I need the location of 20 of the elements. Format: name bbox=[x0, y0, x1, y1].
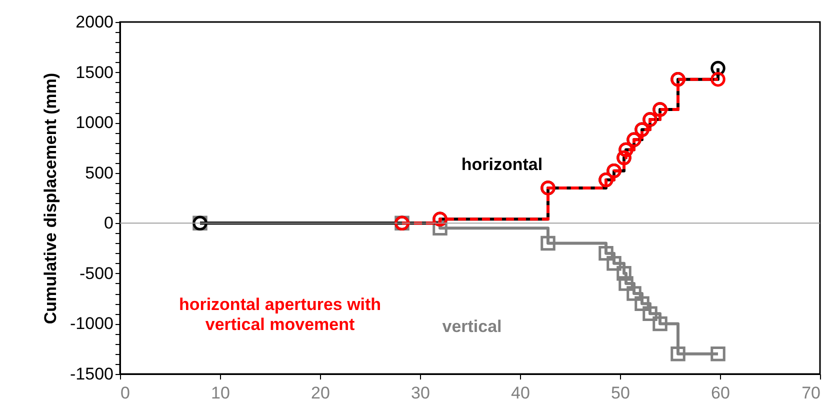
x-tick-label: 10 bbox=[211, 384, 230, 402]
x-tick-label: 40 bbox=[511, 384, 530, 402]
x-tick-label: 50 bbox=[611, 384, 630, 402]
y-tick-label: -500 bbox=[79, 264, 114, 283]
y-tick-label: -1500 bbox=[70, 364, 114, 384]
y-axis-title: Cumulative displacement (mm) bbox=[41, 72, 60, 324]
text: horizontal apertures with vertical movement bbox=[178, 295, 382, 334]
x-tick-label: 0 bbox=[120, 384, 130, 402]
y-tick-label: 2000 bbox=[76, 12, 114, 32]
y-tick-label: 1000 bbox=[76, 113, 114, 132]
x-tick-label: 20 bbox=[311, 384, 330, 402]
y-tick-label: 1500 bbox=[76, 62, 114, 82]
text: vertical bbox=[442, 317, 502, 336]
y-tick-label: 0 bbox=[104, 214, 114, 233]
x-tick-label: 70 bbox=[802, 384, 820, 402]
y-tick-label: 500 bbox=[85, 163, 114, 182]
x-tick-label: 30 bbox=[411, 384, 430, 402]
x-tick-label: 60 bbox=[711, 384, 730, 402]
y-tick-label: -1000 bbox=[70, 314, 114, 334]
series-label: horizontal bbox=[461, 155, 543, 174]
